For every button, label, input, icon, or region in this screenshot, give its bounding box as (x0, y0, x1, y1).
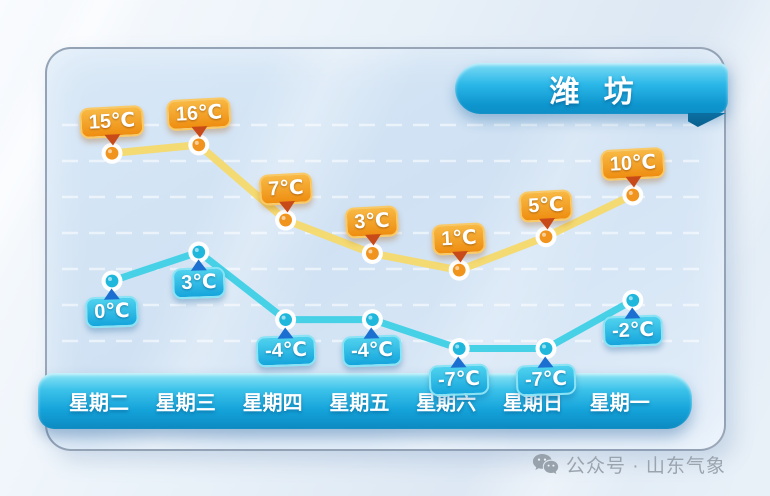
high-temperature-point (361, 242, 383, 264)
weekday-label: 星期三 (155, 392, 216, 415)
high-temperature-point (448, 259, 470, 281)
high-temperature-point (188, 134, 210, 156)
low-temperature-point (101, 270, 123, 292)
low-temperature-point (188, 241, 210, 263)
high-temperature-point (622, 184, 644, 206)
weekday-label: 星期二 (69, 392, 129, 415)
weekday-label: 星期五 (329, 392, 390, 415)
city-ribbon: 潍 坊 (455, 63, 728, 127)
low-temperature-point (622, 289, 644, 311)
high-temperature-point (275, 209, 297, 231)
high-temperature-point (535, 226, 557, 248)
low-temperature-point (275, 309, 297, 331)
weekday-label: 星期日 (503, 392, 563, 415)
weekday-label: 星期六 (416, 392, 477, 415)
weekday-label: 星期四 (242, 392, 303, 415)
low-temperature-point (361, 309, 383, 331)
weekday-bar: 星期二 星期三 星期四 星期五 星期六 星期日 星期一 (38, 373, 692, 429)
high-temperature-point (101, 142, 123, 164)
city-title: 潍 坊 (549, 75, 642, 109)
low-temperature-point (535, 338, 557, 360)
low-temperature-line (108, 248, 637, 353)
low-temperature-point (448, 338, 470, 360)
weekday-label: 星期一 (589, 392, 650, 415)
